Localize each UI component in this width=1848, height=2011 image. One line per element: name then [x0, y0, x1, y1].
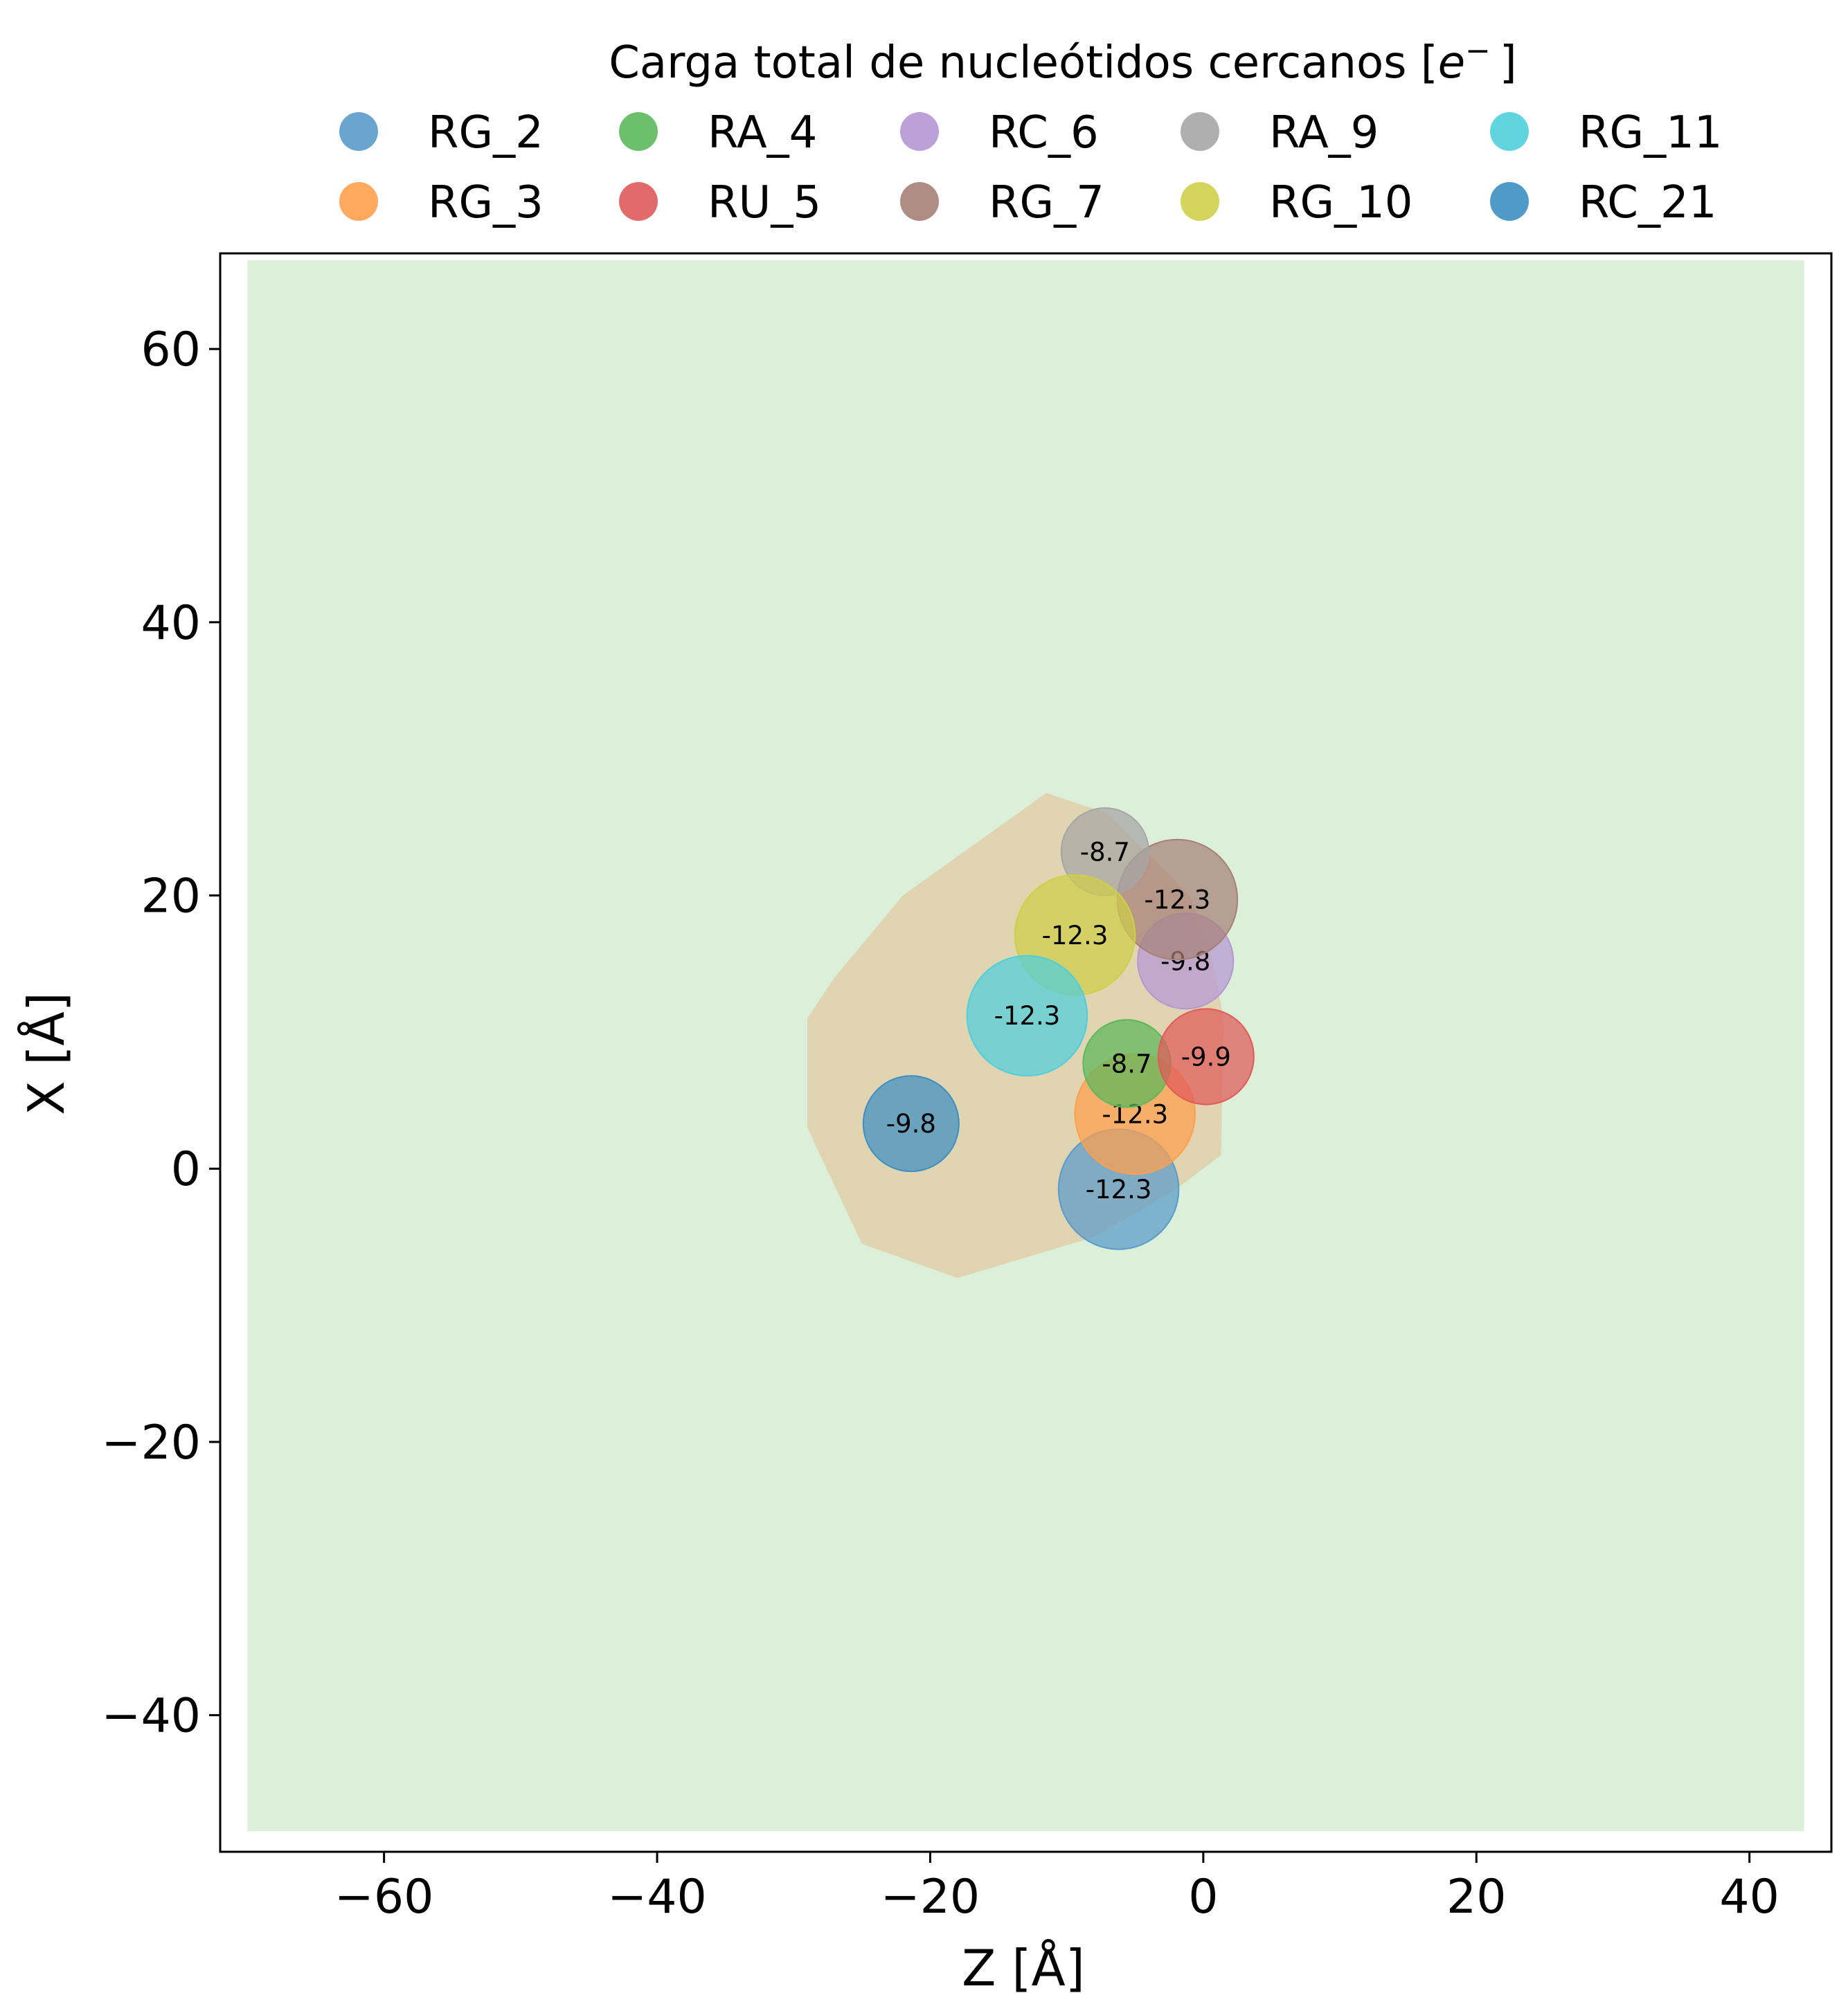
legend-label-RC_6: RC_6 — [989, 107, 1099, 159]
legend-label-RG_3: RG_3 — [428, 177, 544, 228]
bubbles: -12.3-12.3-8.7 -9.9-9.8-12.3-8.7-12.3-12.… — [862, 807, 1255, 1250]
y-tick-label: 60 — [141, 323, 201, 377]
legend-marker-RC_21 — [1490, 182, 1529, 221]
legend-label-RU_5: RU_5 — [708, 177, 821, 228]
legend-marker-RA_9 — [1181, 112, 1219, 151]
y-tick-label: −20 — [101, 1416, 201, 1470]
legend-marker-RG_7 — [900, 182, 939, 221]
y-axis: −40 −20 0 20 40 60 — [101, 323, 220, 1744]
bubble-label-RA_4: -8.7 — [1102, 1049, 1151, 1079]
x-tick-label: 40 — [1719, 1870, 1779, 1924]
legend-label-RG_2: RG_2 — [428, 107, 544, 159]
plot-frame — [219, 252, 1833, 1853]
y-tick-label: 0 — [171, 1142, 201, 1197]
y-tick-label: 20 — [141, 869, 201, 924]
legend-title-end: ] — [1491, 37, 1517, 89]
legend-marker-RU_5 — [619, 182, 658, 221]
bubble-RG_11 — [966, 955, 1088, 1076]
x-tick-label: −60 — [334, 1870, 434, 1924]
legend-label-RG_10: RG_10 — [1269, 177, 1413, 228]
x-tick-label: 0 — [1188, 1870, 1218, 1924]
bubble-label-RA_9: -8.7 — [1080, 837, 1130, 867]
legend-marker-RG_3 — [339, 182, 378, 221]
y-tick-label: −40 — [101, 1689, 201, 1744]
legend-label-RA_4: RA_4 — [708, 107, 817, 159]
legend-marker-RG_10 — [1181, 182, 1219, 221]
bubble-label-RG_7: -12.3 — [1145, 885, 1211, 914]
legend-label-RC_21: RC_21 — [1579, 177, 1716, 228]
y-tick-label: 40 — [141, 596, 201, 651]
legend: Carga total de nucleótidos cercanos [e− … — [339, 33, 1723, 228]
legend-label-RG_7: RG_7 — [989, 177, 1104, 228]
bubble-RC_21 — [862, 1075, 960, 1173]
bubble-label-RU_5: -9.9 — [1181, 1042, 1231, 1072]
legend-title-text: Carga total de nucleótidos cercanos [ — [609, 37, 1438, 89]
bubble-label-RG_2: -12.3 — [1086, 1175, 1152, 1205]
legend-marker-RC_6 — [900, 112, 939, 151]
legend-marker-RA_4 — [619, 112, 658, 151]
legend-label-RG_11: RG_11 — [1579, 107, 1723, 159]
x-tick-label: −20 — [881, 1870, 980, 1924]
bubble-label-RC_21: -9.8 — [886, 1109, 936, 1139]
legend-title: Carga total de nucleótidos cercanos [e− … — [609, 33, 1517, 89]
x-axis: −60 −40 −20 0 20 40 — [334, 1852, 1779, 1924]
legend-label-RA_9: RA_9 — [1269, 107, 1379, 159]
x-tick-label: 20 — [1446, 1870, 1507, 1924]
legend-marker-RG_2 — [339, 112, 378, 151]
bubble-label-RG_11: -12.3 — [994, 1001, 1061, 1031]
x-axis-title: Z [Å] — [962, 1939, 1085, 1997]
y-axis-title: X [Å] — [17, 992, 75, 1115]
legend-title-unit: e — [1438, 37, 1465, 89]
legend-marker-RG_11 — [1490, 112, 1529, 151]
x-tick-label: −40 — [607, 1870, 707, 1924]
bubble-label-RG_10: -12.3 — [1042, 921, 1109, 950]
bubble-RU_5 — [1157, 1008, 1255, 1106]
plot-area: -12.3-12.3-8.7 -9.9-9.8-12.3-8.7-12.3-12.… — [219, 252, 1833, 1853]
legend-title-sup: − — [1465, 33, 1491, 69]
